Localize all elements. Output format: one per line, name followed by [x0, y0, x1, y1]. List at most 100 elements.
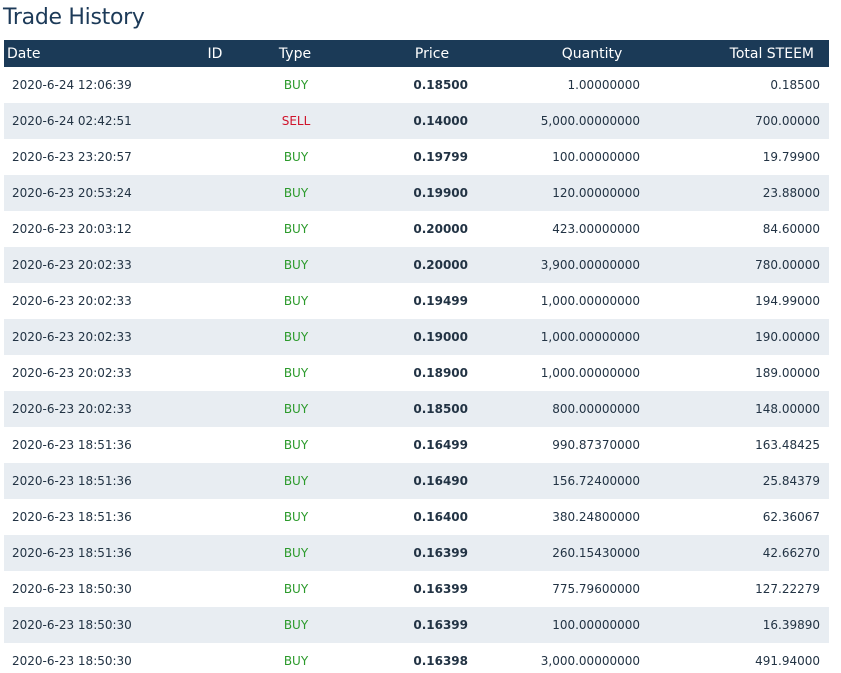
- type-cell: BUY: [283, 78, 309, 92]
- price-cell: 0.16399: [413, 582, 468, 596]
- price-cell: 0.19900: [413, 186, 468, 200]
- date-cell: 2020-6-23 20:02:33: [12, 402, 132, 416]
- total-cell: 42.66270: [762, 546, 820, 560]
- type-cell: BUY: [283, 510, 309, 524]
- total-cell: 700.00000: [755, 114, 820, 128]
- date-cell: 2020-6-23 20:02:33: [12, 366, 132, 380]
- total-cell: 62.36067: [762, 510, 820, 524]
- date-cell: 2020-6-23 18:51:36: [12, 438, 132, 452]
- trade-row: 2020-6-23 20:02:33 BUY 0.18500 800.00000000…: [4, 391, 829, 427]
- price-cell: 0.19499: [413, 294, 468, 308]
- header-cell: ID: [207, 45, 223, 62]
- date-cell: 2020-6-23 18:50:30: [12, 654, 132, 668]
- date-cell: 2020-6-23 18:50:30: [12, 618, 132, 632]
- trade-row: 2020-6-24 02:42:51 SELL 0.14000 5,000.00000…: [4, 103, 829, 139]
- date-cell: 2020-6-23 18:51:36: [12, 510, 132, 524]
- date-cell: 2020-6-24 02:42:51: [12, 114, 132, 128]
- quantity-cell: 800.00000000: [552, 402, 640, 416]
- total-cell: 127.22279: [755, 582, 820, 596]
- header-cell: Quantity: [561, 45, 623, 62]
- price-cell: 0.16399: [413, 618, 468, 632]
- type-cell: BUY: [283, 222, 309, 236]
- total-cell: 189.00000: [755, 366, 820, 380]
- total-cell: 491.94000: [755, 654, 820, 668]
- total-cell: 19.79900: [762, 150, 820, 164]
- quantity-cell: 1,000.00000000: [540, 366, 640, 380]
- type-cell: BUY: [283, 150, 309, 164]
- trade-row: 2020-6-23 18:50:30 BUY 0.16398 3,000.000000…: [4, 643, 829, 673]
- type-cell: BUY: [283, 330, 309, 344]
- date-cell: 2020-6-23 20:03:12: [12, 222, 132, 236]
- date-cell: 2020-6-23 23:20:57: [12, 150, 132, 164]
- price-cell: 0.16490: [413, 474, 468, 488]
- quantity-cell: 990.87370000: [552, 438, 640, 452]
- trade-row: 2020-6-23 20:02:33 BUY 0.18900 1,000.000000…: [4, 355, 829, 391]
- trade-row: 2020-6-23 18:50:30 BUY 0.16399 100.00000000…: [4, 607, 829, 643]
- price-cell: 0.16499: [413, 438, 468, 452]
- price-cell: 0.16399: [413, 546, 468, 560]
- type-cell: BUY: [283, 546, 309, 560]
- price-cell: 0.20000: [413, 258, 468, 272]
- total-cell: 194.99000: [755, 294, 820, 308]
- quantity-cell: 5,000.00000000: [540, 114, 640, 128]
- table-header: Date ID Type Price Quantity Total STEEM: [4, 40, 829, 67]
- type-cell: BUY: [283, 438, 309, 452]
- type-cell: BUY: [283, 258, 309, 272]
- quantity-cell: 380.24800000: [552, 510, 640, 524]
- trade-row: 2020-6-23 20:53:24 BUY 0.19900 120.00000000…: [4, 175, 829, 211]
- price-cell: 0.18500: [413, 402, 468, 416]
- type-cell: BUY: [283, 402, 309, 416]
- price-cell: 0.18900: [413, 366, 468, 380]
- date-cell: 2020-6-23 18:51:36: [12, 474, 132, 488]
- date-cell: 2020-6-23 18:51:36: [12, 546, 132, 560]
- trade-row: 2020-6-23 20:02:33 BUY 0.19000 1,000.000000…: [4, 319, 829, 355]
- trade-row: 2020-6-23 18:50:30 BUY 0.16399 775.79600000…: [4, 571, 829, 607]
- total-cell: 0.18500: [770, 78, 820, 92]
- total-cell: 780.00000: [755, 258, 820, 272]
- price-cell: 0.20000: [413, 222, 468, 236]
- trade-row: 2020-6-23 23:20:57 BUY 0.19799 100.00000000…: [4, 139, 829, 175]
- page-title: Trade History: [3, 5, 145, 30]
- quantity-cell: 3,000.00000000: [540, 654, 640, 668]
- total-cell: 25.84379: [762, 474, 820, 488]
- quantity-cell: 156.72400000: [552, 474, 640, 488]
- type-cell: SELL: [281, 114, 311, 128]
- date-cell: 2020-6-24 12:06:39: [12, 78, 132, 92]
- quantity-cell: 775.79600000: [552, 582, 640, 596]
- type-cell: BUY: [283, 474, 309, 488]
- quantity-cell: 1.00000000: [567, 78, 640, 92]
- quantity-cell: 1,000.00000000: [540, 294, 640, 308]
- date-cell: 2020-6-23 20:02:33: [12, 258, 132, 272]
- header-cell: Date: [7, 45, 41, 62]
- trade-row: 2020-6-23 20:02:33 BUY 0.20000 3,900.000000…: [4, 247, 829, 283]
- quantity-cell: 100.00000000: [552, 618, 640, 632]
- trade-row: 2020-6-23 20:02:33 BUY 0.19499 1,000.000000…: [4, 283, 829, 319]
- type-cell: BUY: [283, 294, 309, 308]
- total-cell: 16.39890: [762, 618, 820, 632]
- trade-row: 2020-6-24 12:06:39 BUY 0.18500 1.00000000 0.…: [4, 67, 829, 103]
- header-cell: Type: [278, 45, 312, 62]
- date-cell: 2020-6-23 20:02:33: [12, 294, 132, 308]
- type-cell: BUY: [283, 366, 309, 380]
- date-cell: 2020-6-23 20:53:24: [12, 186, 132, 200]
- quantity-cell: 3,900.00000000: [540, 258, 640, 272]
- total-cell: 190.00000: [755, 330, 820, 344]
- date-cell: 2020-6-23 20:02:33: [12, 330, 132, 344]
- price-cell: 0.16398: [413, 654, 468, 668]
- price-cell: 0.19799: [413, 150, 468, 164]
- header-cell: Price: [414, 45, 450, 62]
- quantity-cell: 423.00000000: [552, 222, 640, 236]
- price-cell: 0.14000: [413, 114, 468, 128]
- trade-row: 2020-6-23 18:51:36 BUY 0.16490 156.72400000…: [4, 463, 829, 499]
- trade-row: 2020-6-23 20:03:12 BUY 0.20000 423.00000000…: [4, 211, 829, 247]
- header-cell: Total STEEM: [729, 45, 814, 62]
- total-cell: 84.60000: [762, 222, 820, 236]
- trade-row: 2020-6-23 18:51:36 BUY 0.16399 260.15430000…: [4, 535, 829, 571]
- type-cell: BUY: [283, 186, 309, 200]
- total-cell: 163.48425: [755, 438, 820, 452]
- type-cell: BUY: [283, 618, 309, 632]
- total-cell: 148.00000: [755, 402, 820, 416]
- quantity-cell: 260.15430000: [552, 546, 640, 560]
- trade-row: 2020-6-23 18:51:36 BUY 0.16400 380.24800000…: [4, 499, 829, 535]
